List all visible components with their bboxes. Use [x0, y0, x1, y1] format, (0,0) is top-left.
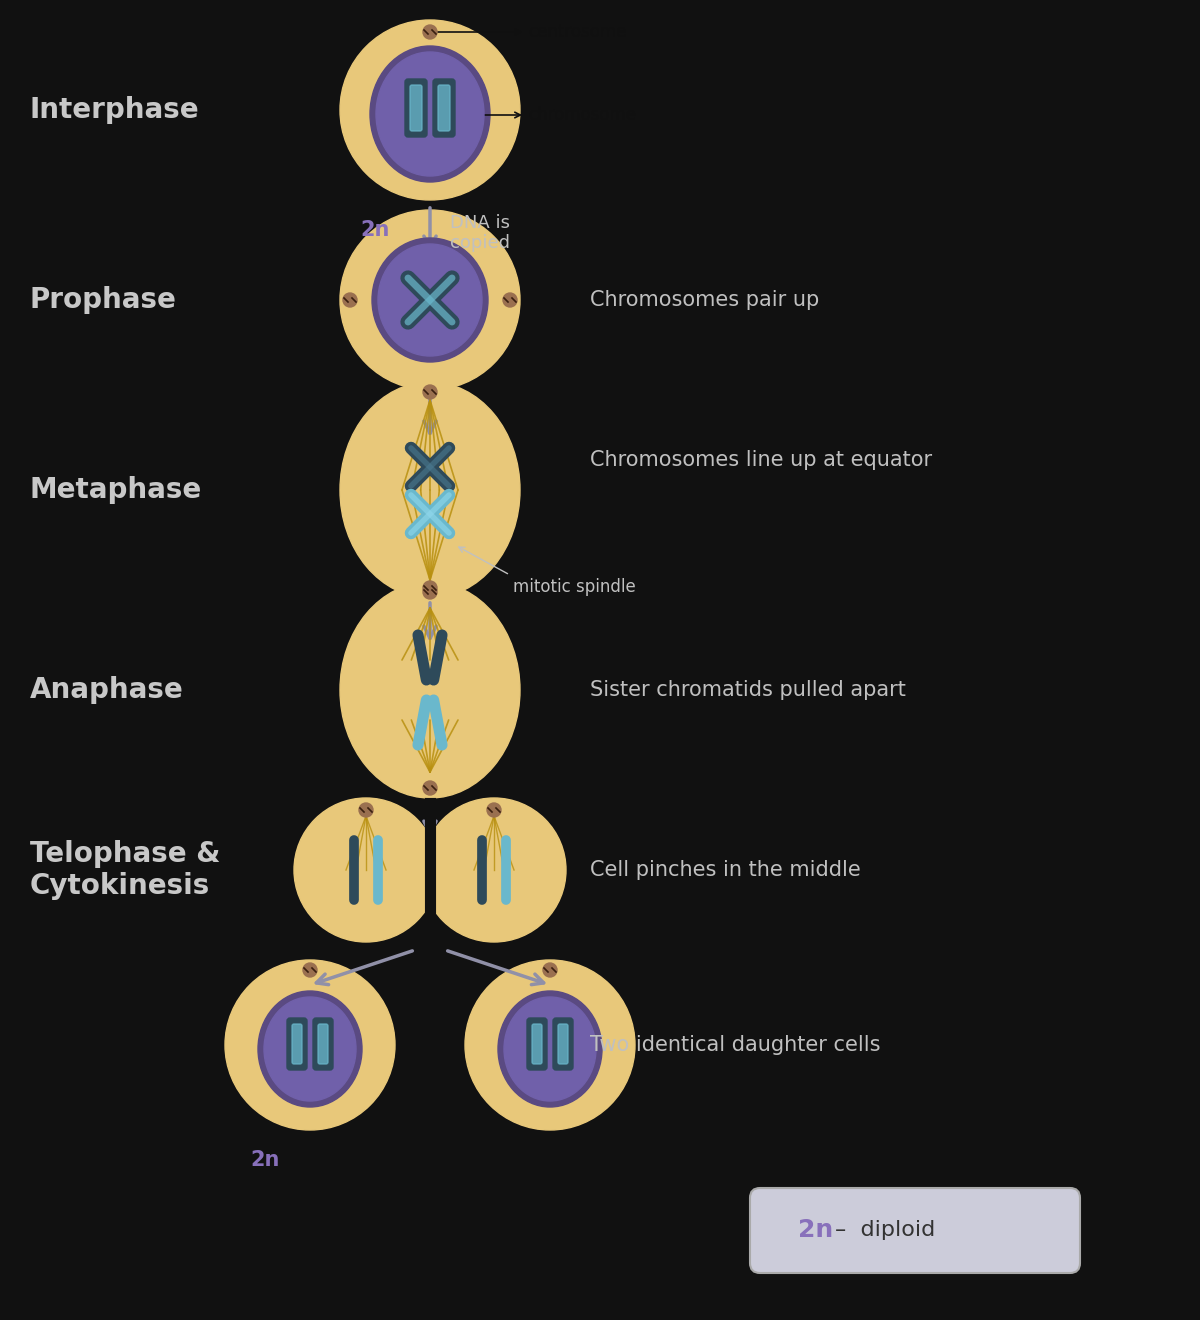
Circle shape: [424, 581, 437, 595]
Text: Anaphase: Anaphase: [30, 676, 184, 704]
Ellipse shape: [294, 799, 438, 942]
Text: Cell pinches in the middle: Cell pinches in the middle: [590, 861, 860, 880]
Circle shape: [424, 585, 437, 599]
Circle shape: [343, 293, 358, 308]
FancyBboxPatch shape: [433, 79, 455, 137]
Circle shape: [302, 964, 317, 977]
FancyBboxPatch shape: [406, 79, 427, 137]
Text: Metaphase: Metaphase: [30, 477, 203, 504]
Ellipse shape: [258, 991, 362, 1107]
FancyBboxPatch shape: [318, 1024, 328, 1064]
Ellipse shape: [340, 381, 520, 598]
Ellipse shape: [504, 997, 596, 1101]
Ellipse shape: [370, 46, 490, 182]
Text: –  diploid: – diploid: [835, 1220, 935, 1239]
FancyBboxPatch shape: [527, 1018, 547, 1071]
Circle shape: [424, 25, 437, 40]
Ellipse shape: [498, 991, 602, 1107]
Circle shape: [503, 293, 517, 308]
Text: Chromosomes pair up: Chromosomes pair up: [590, 290, 820, 310]
Circle shape: [487, 803, 502, 817]
FancyBboxPatch shape: [287, 1018, 307, 1071]
Text: DNA is
copied: DNA is copied: [450, 214, 510, 252]
Ellipse shape: [340, 20, 520, 201]
Text: Chromosomes line up at equator: Chromosomes line up at equator: [590, 450, 932, 470]
Text: 2n: 2n: [798, 1218, 833, 1242]
Text: Interphase: Interphase: [30, 96, 199, 124]
Circle shape: [424, 781, 437, 795]
Ellipse shape: [340, 582, 520, 799]
FancyBboxPatch shape: [292, 1024, 302, 1064]
Circle shape: [359, 803, 373, 817]
Ellipse shape: [340, 210, 520, 389]
Circle shape: [542, 964, 557, 977]
Text: chromosome: chromosome: [528, 106, 636, 124]
FancyBboxPatch shape: [532, 1024, 542, 1064]
Text: centrosome: centrosome: [528, 22, 626, 41]
FancyBboxPatch shape: [438, 84, 450, 131]
FancyBboxPatch shape: [410, 84, 422, 131]
FancyBboxPatch shape: [553, 1018, 574, 1071]
Text: Two identical daughter cells: Two identical daughter cells: [590, 1035, 881, 1055]
Ellipse shape: [422, 799, 566, 942]
FancyBboxPatch shape: [313, 1018, 334, 1071]
Ellipse shape: [226, 960, 395, 1130]
Text: 2n: 2n: [251, 1150, 280, 1170]
Ellipse shape: [378, 244, 482, 356]
Ellipse shape: [376, 51, 484, 176]
Circle shape: [424, 385, 437, 399]
FancyBboxPatch shape: [558, 1024, 568, 1064]
Text: Sister chromatids pulled apart: Sister chromatids pulled apart: [590, 680, 906, 700]
Ellipse shape: [264, 997, 356, 1101]
Text: Prophase: Prophase: [30, 286, 176, 314]
Text: Telophase &
Cytokinesis: Telophase & Cytokinesis: [30, 840, 221, 900]
Ellipse shape: [372, 238, 488, 362]
Ellipse shape: [466, 960, 635, 1130]
Text: 2n: 2n: [360, 220, 390, 240]
Text: mitotic spindle: mitotic spindle: [514, 578, 636, 597]
FancyBboxPatch shape: [750, 1188, 1080, 1272]
